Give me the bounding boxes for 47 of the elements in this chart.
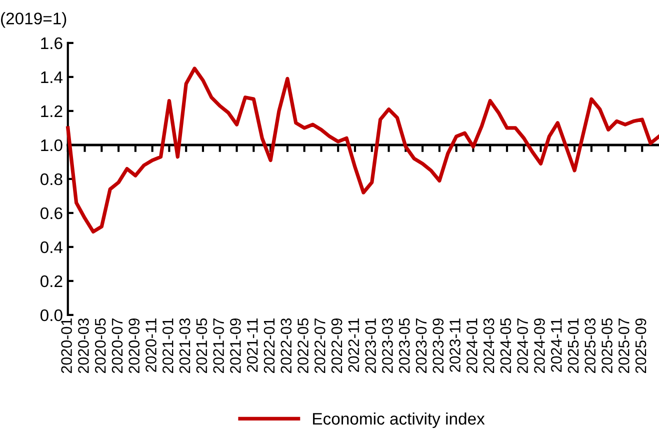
x-tick-label: 2021-09 (230, 318, 241, 374)
x-tick-label: 2022-05 (298, 318, 308, 374)
x-tick-label: 2025-07 (618, 318, 630, 374)
x-tick-label: 2025-01 (568, 318, 579, 374)
x-tick-label: 2022-01 (264, 318, 275, 374)
x-tick-label: 2023-01 (365, 318, 376, 374)
y-tick-label: 0.6 (40, 207, 62, 220)
x-tick-label: 2022-09 (331, 318, 342, 374)
x-tick-label: 2022-11 (348, 318, 360, 372)
legend-label: Economic activity index (313, 412, 485, 428)
x-tick-label: 2022-03 (280, 318, 292, 374)
y-axis-title: (2019=1) (1, 12, 66, 28)
x-tick-label: 2021-07 (213, 318, 224, 374)
x-tick-label: 2020-05 (94, 318, 106, 374)
y-tick-label: 1.6 (41, 37, 62, 50)
x-tick-label: 2024-09 (534, 318, 545, 374)
x-tick-label: 2023-09 (432, 318, 444, 374)
x-tick-label: 2024-11 (550, 318, 562, 372)
x-tick-label: 2021-05 (196, 318, 208, 374)
x-tick-label: 2021-03 (179, 318, 190, 374)
y-tick-label: 1.4 (41, 72, 63, 84)
line-series (66, 66, 659, 234)
x-tick-label: 2023-11 (450, 318, 460, 372)
y-tick-label: 0.4 (40, 241, 63, 254)
x-tick-label: 2020-11 (146, 318, 156, 372)
x-tick-label: 2025-03 (584, 318, 596, 374)
x-tick-label: 2024-05 (500, 318, 512, 374)
x-tick-label: 2025-09 (635, 318, 646, 374)
x-tick-label: 2020-03 (78, 318, 89, 374)
y-tick-label: 1.2 (41, 105, 62, 118)
x-tick-label: 2021-11 (246, 318, 258, 372)
x-tick-label: 2023-07 (416, 318, 427, 374)
x-tick-label: 2024-01 (466, 318, 478, 374)
x-tick-label: 2020-01 (61, 318, 72, 374)
x-tick-label: 2022-07 (314, 318, 326, 374)
x-tick-label: 2025-05 (602, 318, 612, 374)
x-tick-label: 2023-03 (382, 318, 393, 374)
x-tick-label: 2023-05 (398, 318, 410, 374)
x-tick-label: 2020-07 (112, 318, 123, 374)
x-tick-label: 2024-03 (483, 318, 494, 374)
y-tick-label: 0.2 (40, 275, 62, 288)
y-tick-label: 0.8 (40, 173, 62, 186)
y-tick-label: 0.0 (40, 309, 62, 322)
x-tick-label: 2020-09 (128, 318, 140, 374)
x-tick-label: 2024-07 (517, 318, 528, 374)
x-tick-label: 2021-01 (162, 318, 174, 374)
y-tick-label: 1.0 (41, 139, 62, 152)
